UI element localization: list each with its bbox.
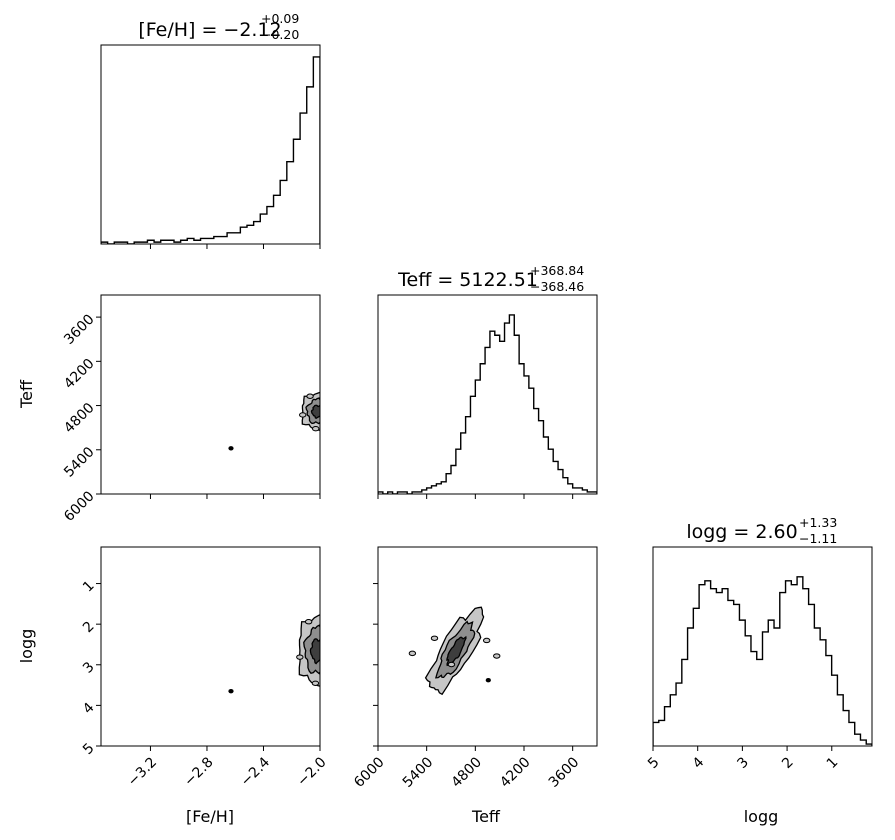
contour-feh-teff	[228, 391, 334, 451]
title-feh-plus: +0.09	[261, 11, 299, 26]
title-teff-minus: −368.46	[530, 279, 584, 294]
contour-island	[326, 625, 332, 629]
x-tick-label-logg: 3	[734, 754, 752, 772]
panel-frame-feh-logg	[100, 546, 321, 747]
y-tick-label-logg: 4	[80, 700, 98, 718]
y-tick-label-logg: 1	[80, 578, 98, 596]
histogram-teff	[378, 314, 597, 494]
panel-frame-teff-logg	[377, 546, 598, 747]
title-logg-minus: −1.11	[799, 531, 837, 546]
contour-island	[482, 637, 491, 644]
contour-island	[311, 680, 320, 686]
outlier-point	[228, 688, 234, 694]
contour-island	[299, 412, 307, 418]
contour-island	[324, 397, 330, 401]
x-tick-label-feh: −3.2	[125, 754, 160, 789]
panel-frame-feh-teff	[100, 294, 321, 495]
y-tick-label-teff: 4200	[61, 356, 98, 393]
y-tick-label-teff: 5400	[61, 444, 98, 481]
x-tick-label-teff: 3600	[546, 754, 583, 791]
contour-island	[408, 650, 417, 657]
x-tick-label-logg: 2	[779, 754, 797, 772]
contour-teff-logg	[408, 606, 501, 696]
x-tick-label-teff: 4200	[497, 754, 534, 791]
x-tick-label-teff: 6000	[351, 754, 388, 791]
title-feh-text: [Fe/H]	[138, 19, 195, 41]
x-tick-label-logg: 4	[690, 754, 708, 772]
y-tick-label-teff: 6000	[61, 488, 98, 525]
title-feh: [Fe/H] = −2.12	[138, 19, 281, 41]
x-tick-label-teff: 5400	[400, 754, 437, 791]
histogram-logg	[653, 576, 872, 746]
ylabel-teff: Teff	[17, 379, 36, 409]
title-logg: logg = 2.60	[686, 521, 797, 543]
panel-frame-teff	[377, 294, 598, 495]
y-tick-label-logg: 3	[80, 659, 98, 677]
x-tick-label-logg: 5	[645, 754, 663, 772]
contour-level-3	[446, 635, 467, 667]
title-feh-minus: −0.20	[261, 27, 299, 42]
x-tick-label-feh: −2.8	[181, 754, 216, 789]
panel-frame-feh	[100, 44, 321, 245]
x-tick-label-feh: −2.4	[238, 754, 273, 789]
contour-island	[296, 654, 304, 660]
contour-island	[304, 619, 313, 625]
y-tick-label-logg: 5	[80, 740, 98, 758]
ylabel-logg: logg	[17, 629, 36, 664]
contour-island	[306, 393, 314, 399]
outlier-point	[228, 446, 234, 451]
contour-island	[330, 661, 336, 665]
contour-island	[430, 635, 439, 641]
contour-island	[312, 426, 320, 432]
panel-frame-logg	[652, 546, 873, 747]
histogram-feh	[101, 56, 320, 244]
title-logg-plus: +1.33	[799, 515, 837, 530]
x-tick-label-teff: 4800	[448, 754, 485, 791]
xlabel-teff: Teff	[471, 807, 501, 826]
xlabel-logg: logg	[744, 807, 779, 826]
x-tick-label-logg: 1	[824, 754, 842, 772]
contour-level-3	[309, 638, 320, 665]
contour-island	[447, 661, 456, 668]
title-teff: Teff = 5122.51	[397, 269, 538, 291]
title-teff-plus: +368.84	[530, 263, 584, 278]
y-tick-label-teff: 4800	[61, 400, 98, 437]
y-tick-label-teff: 3600	[61, 311, 98, 348]
y-tick-label-logg: 2	[80, 619, 98, 637]
contour-island	[328, 416, 334, 420]
x-tick-label-feh: −2.0	[294, 754, 329, 789]
contour-island	[493, 653, 501, 659]
corner-plot-panels: −3.2 −2.8 −2.4 −2.0 6000 5400 4800 4200 3600 5 4 3 2…	[61, 44, 873, 791]
xlabel-feh: [Fe/H]	[186, 807, 234, 826]
outlier-point	[485, 678, 491, 683]
contour-feh-logg	[228, 613, 336, 694]
